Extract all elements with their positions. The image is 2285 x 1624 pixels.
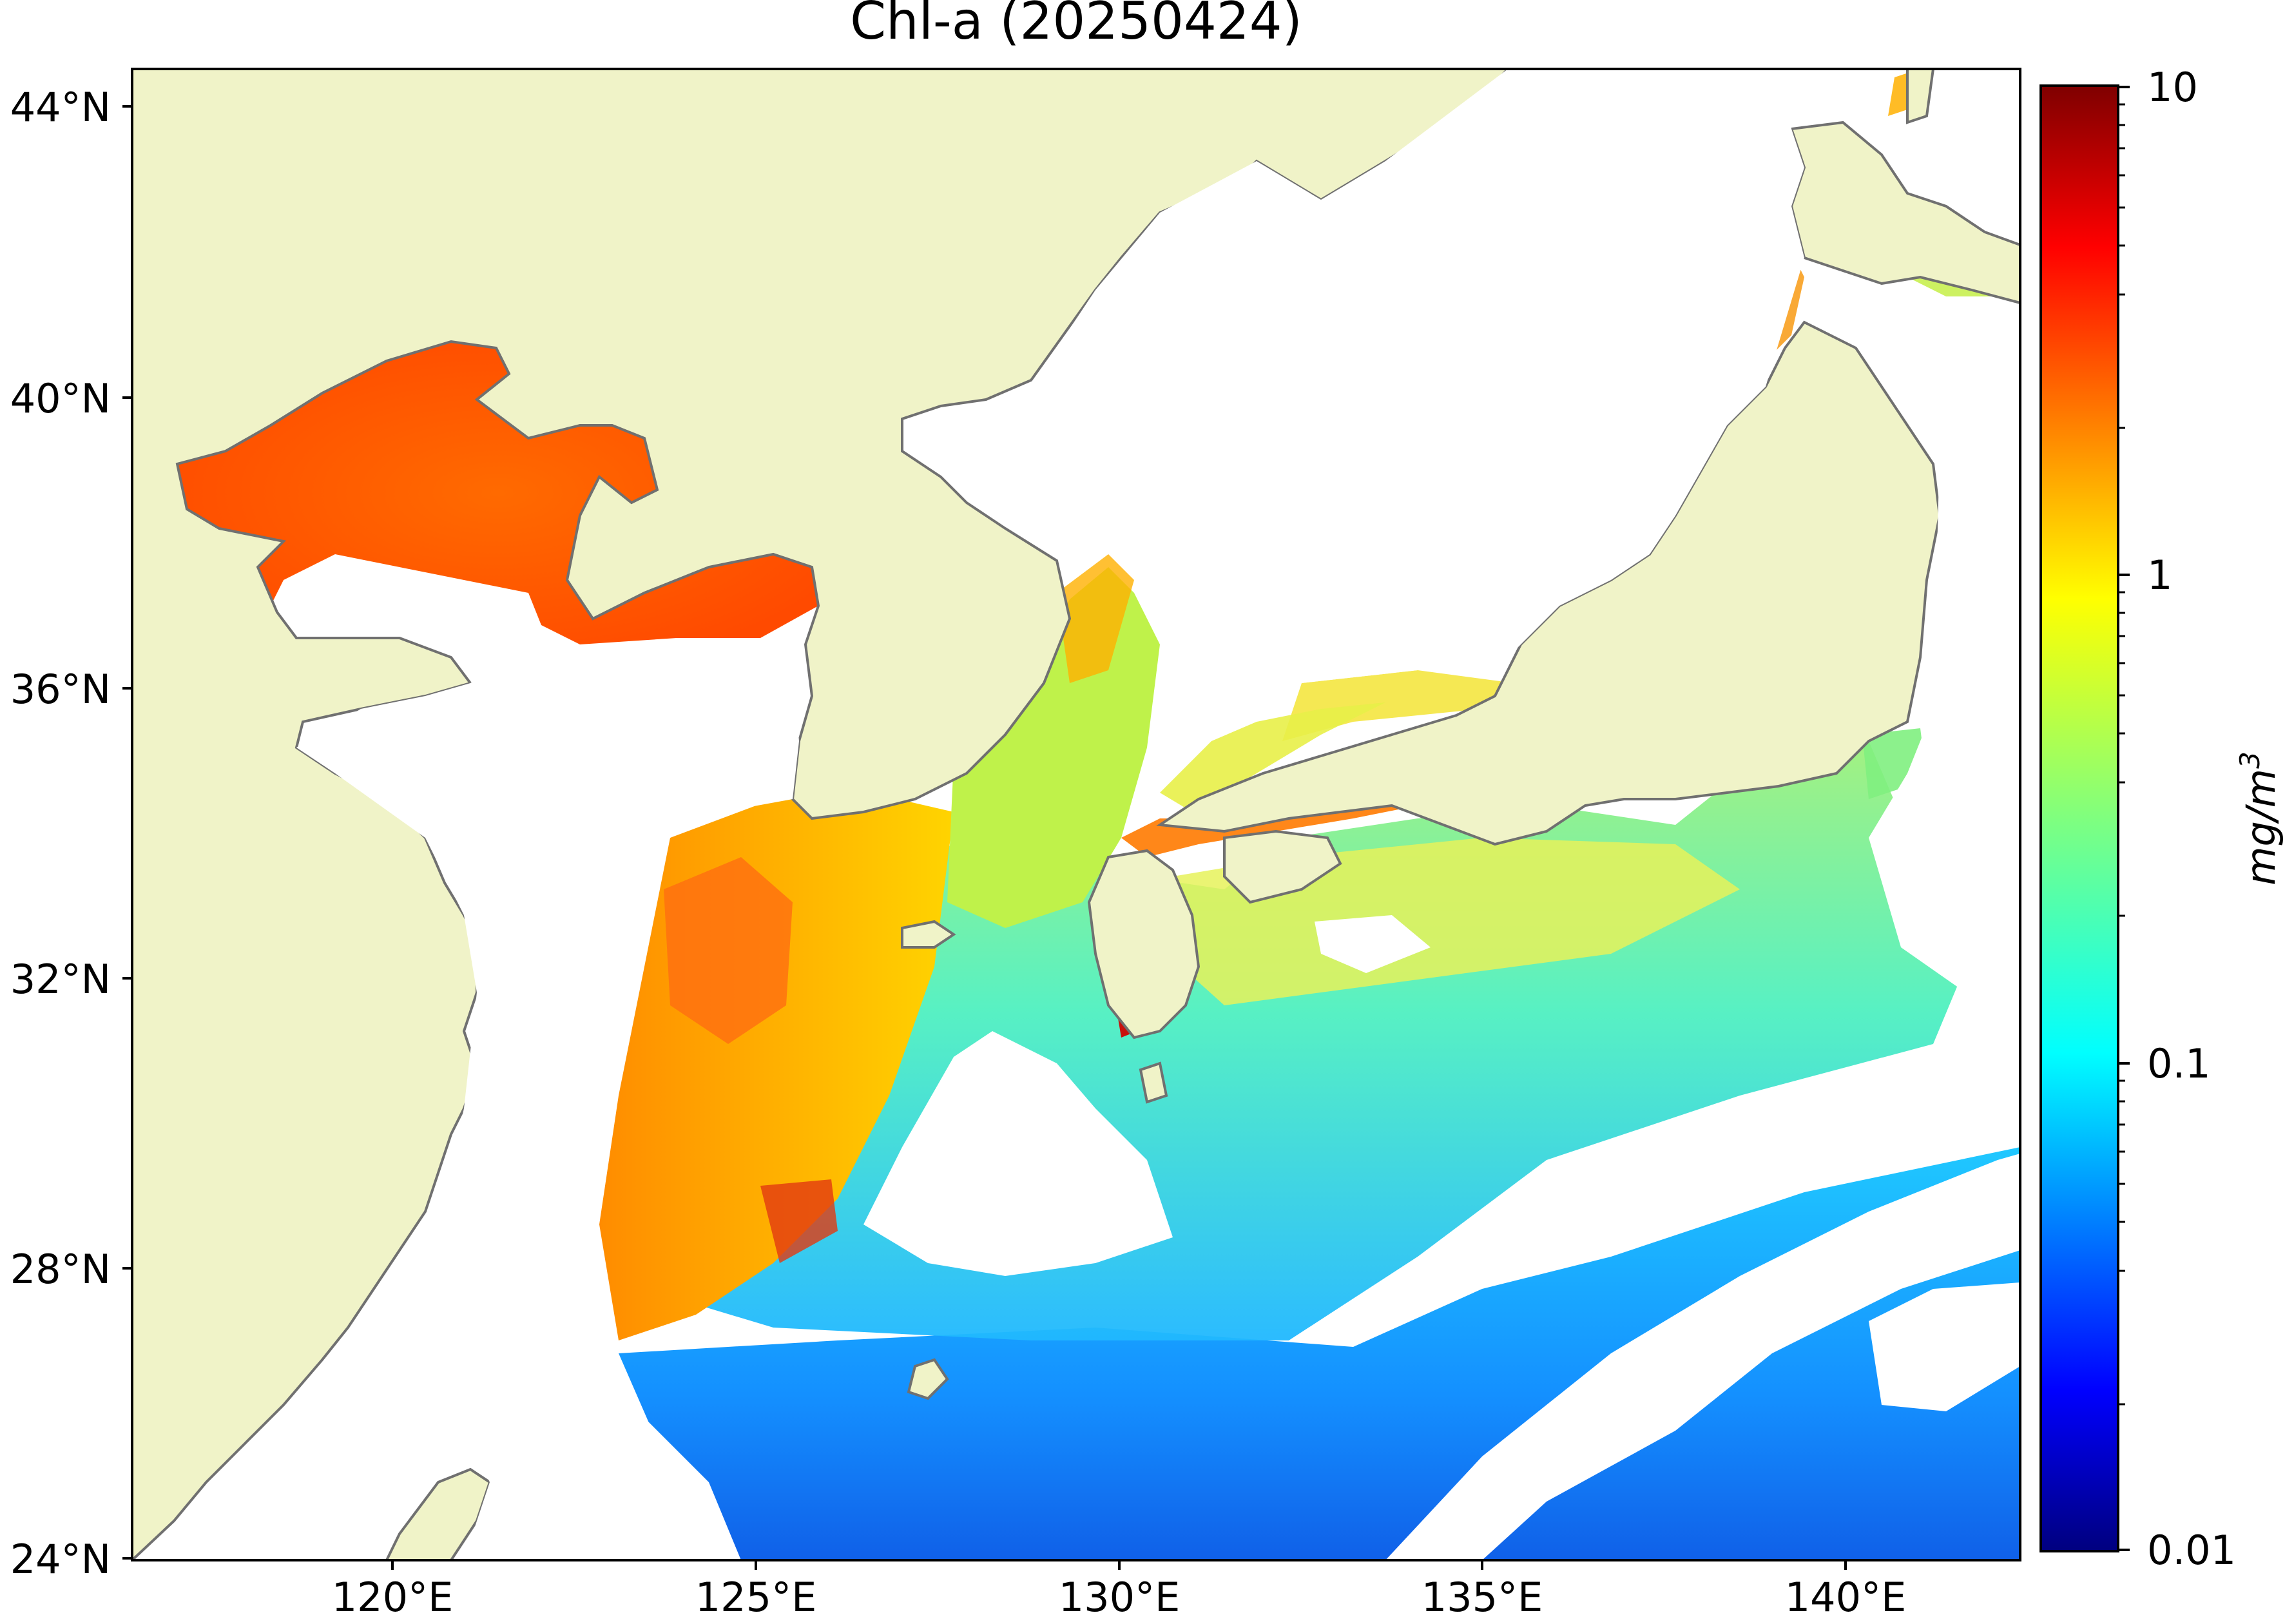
lat-tick-label: 24°N	[10, 1536, 111, 1583]
map-area	[132, 69, 2020, 1560]
lon-axis: 120°E 125°E 130°E 135°E 140°E	[332, 1560, 1907, 1621]
chl-ecs-south-core	[760, 1179, 838, 1263]
land-hokkaido	[1789, 121, 2020, 305]
nodata-japan-sea	[1057, 69, 1804, 709]
chl-ecs-core	[664, 857, 793, 1044]
nodata-shikoku-south	[1315, 915, 1431, 973]
land-jeju	[901, 920, 956, 949]
nodata-pacific-south	[1869, 1282, 2020, 1411]
lat-axis: 44°N 40°N 36°N 32°N 28°N 24°N	[10, 84, 132, 1583]
chl-japan-sea-band	[1160, 702, 1385, 812]
colorbar-tick-label: 1	[2147, 552, 2172, 599]
colorbar-gradient	[2039, 84, 2119, 1552]
lon-tick-label: 140°E	[1785, 1574, 1907, 1621]
land-okinawa	[907, 1358, 949, 1400]
lat-tick-label: 32°N	[10, 956, 111, 1003]
lat-tick-label: 40°N	[10, 375, 111, 422]
lat-tick-label: 28°N	[10, 1246, 111, 1293]
colorbar-tick-label: 10	[2147, 64, 2198, 111]
land-honshu	[1156, 320, 1942, 846]
nodata-cloud-band	[1385, 1154, 2020, 1560]
chl-yellow-sea-korea-edge	[1057, 554, 1134, 683]
nodata-ecs-clouds	[863, 1031, 1173, 1276]
colorbar-unit: mg/m	[2237, 769, 2284, 885]
land-shikoku	[1223, 829, 1342, 904]
land-taiwan	[385, 1467, 492, 1560]
land-sakhalin	[1906, 69, 1935, 124]
colorbar-tick-label: 0.01	[2147, 1527, 2236, 1574]
lon-tick-label: 125°E	[695, 1574, 817, 1621]
lon-tick-label: 120°E	[332, 1574, 454, 1621]
map-title: Chl-a (20250424)	[850, 0, 1302, 51]
land-asia-mainland	[132, 69, 1510, 1560]
colorbar-unit-label: mg/m3	[2234, 751, 2284, 885]
land-tanegashima	[1139, 1061, 1168, 1104]
lon-tick-label: 135°E	[1422, 1574, 1543, 1621]
lon-tick-label: 130°E	[1059, 1574, 1181, 1621]
colorbar-unit-exponent: 3	[2234, 751, 2266, 769]
nodata-yellow-sea	[296, 644, 799, 1560]
chl-bohai-sea	[177, 342, 818, 644]
colorbar: 10 1 0.1 0.01 mg/m3	[2039, 64, 2284, 1574]
nodata-pacific-north	[1869, 451, 2020, 992]
lat-tick-label: 44°N	[10, 84, 111, 131]
colorbar-minor-ticks	[2118, 103, 2125, 1406]
map-frame	[131, 68, 2021, 1561]
chl-southern-ocean	[619, 1147, 2020, 1560]
land-kyushu	[1087, 849, 1200, 1039]
colorbar-tick-label: 0.1	[2147, 1040, 2211, 1087]
lat-tick-label: 36°N	[10, 666, 111, 713]
